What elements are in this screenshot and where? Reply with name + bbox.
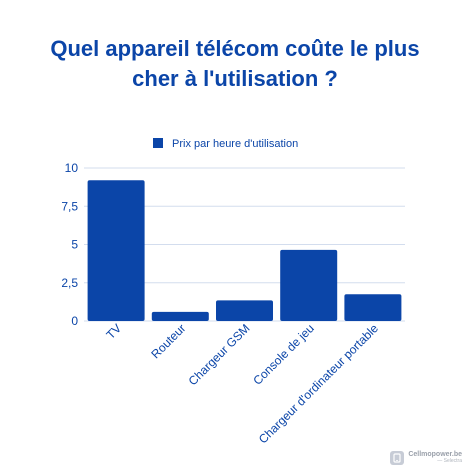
bar <box>216 300 273 321</box>
brand-logo: Cellmopower.be — Selectra <box>390 451 462 465</box>
x-tick-label: TV <box>103 321 124 342</box>
bar <box>280 249 338 321</box>
y-tick-label: 7,5 <box>61 199 78 213</box>
brand-sub: — Selectra <box>437 458 462 464</box>
bar <box>151 311 209 321</box>
brand-name: Cellmopower.be <box>408 451 462 458</box>
y-tick-label: 5 <box>71 238 78 252</box>
legend-label: Prix par heure d'utilisation <box>172 138 298 150</box>
phone-logo-icon <box>390 451 405 465</box>
bar <box>344 294 402 321</box>
x-tick-label: Chargeur GSM <box>186 321 253 388</box>
x-tick-label: Routeur <box>148 321 188 361</box>
chart-title: Quel appareil télécom coûte le plus cher… <box>0 34 470 94</box>
y-tick-label: 2,5 <box>61 276 78 290</box>
chart-title-line-1: Quel appareil télécom coûte le plus <box>50 36 420 61</box>
y-tick-label: 0 <box>71 314 78 328</box>
x-tick-label: Console de jeu <box>250 321 317 388</box>
y-tick-label: 10 <box>65 161 79 175</box>
bar <box>87 180 145 321</box>
x-tick-label: Chargeur d'ordinateur portable <box>256 321 381 446</box>
legend-swatch <box>153 138 163 148</box>
chart-title-line-2: cher à l'utilisation ? <box>132 66 338 91</box>
